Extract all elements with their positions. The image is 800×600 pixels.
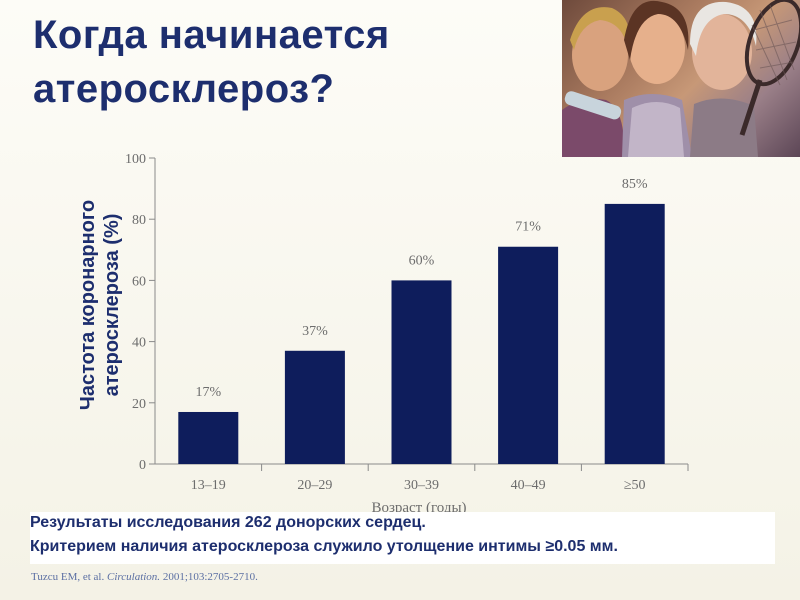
chart-x-ticks: 13–19 20–29 30–39 40–49 ≥50 xyxy=(191,464,689,493)
y-tick-label: 100 xyxy=(125,152,146,167)
x-tick-label: ≥50 xyxy=(624,478,646,493)
citation-journal: Circulation. xyxy=(106,571,161,583)
x-tick-label: 30–39 xyxy=(404,478,439,493)
bar-data-label: 71% xyxy=(515,220,541,235)
women-photo-illustration xyxy=(562,0,800,157)
bar xyxy=(178,411,239,464)
bar-data-label: 60% xyxy=(409,253,435,268)
bar-data-label: 37% xyxy=(302,324,328,339)
y-tick-label: 60 xyxy=(132,274,146,289)
bar xyxy=(498,246,559,464)
chart-data-labels: 17% 37% 60% 71% 85% xyxy=(195,177,647,400)
chart-bars xyxy=(178,203,665,464)
y-tick-label: 40 xyxy=(132,336,146,351)
results-line-2: Критерием наличия атеросклероза служило … xyxy=(30,538,618,555)
slide-title: Когда начинается атеросклероз? xyxy=(33,8,553,116)
chart-y-ticks: 0 20 40 60 80 100 xyxy=(125,152,155,473)
title-line-2: атеросклероз? xyxy=(33,67,335,111)
bar xyxy=(391,280,452,464)
bar xyxy=(604,203,665,464)
women-photo xyxy=(562,0,800,157)
y-tick-label: 0 xyxy=(139,458,146,473)
x-tick-label: 40–49 xyxy=(511,478,546,493)
results-line-1: Результаты исследования 262 донорских се… xyxy=(30,514,426,531)
y-tick-label: 20 xyxy=(132,397,146,412)
bar-data-label: 85% xyxy=(622,177,648,192)
results-box: Результаты исследования 262 донорских се… xyxy=(30,512,775,564)
title-line-1: Когда начинается xyxy=(33,13,390,57)
x-tick-label: 20–29 xyxy=(297,478,332,493)
bar xyxy=(284,350,345,464)
citation-details: 2001;103:2705-2710. xyxy=(162,571,258,583)
citation: Tuzcu EM, et al. Circulation. 2001;103:2… xyxy=(31,571,258,583)
citation-authors: Tuzcu EM, et al. xyxy=(31,571,105,583)
x-tick-label: 13–19 xyxy=(191,478,226,493)
y-axis-label-line-2: атеросклероза (%) xyxy=(101,213,123,397)
y-tick-label: 80 xyxy=(132,213,146,228)
bar-data-label: 17% xyxy=(195,385,221,400)
y-axis-label-line-1: Частота коронарного xyxy=(77,199,99,411)
